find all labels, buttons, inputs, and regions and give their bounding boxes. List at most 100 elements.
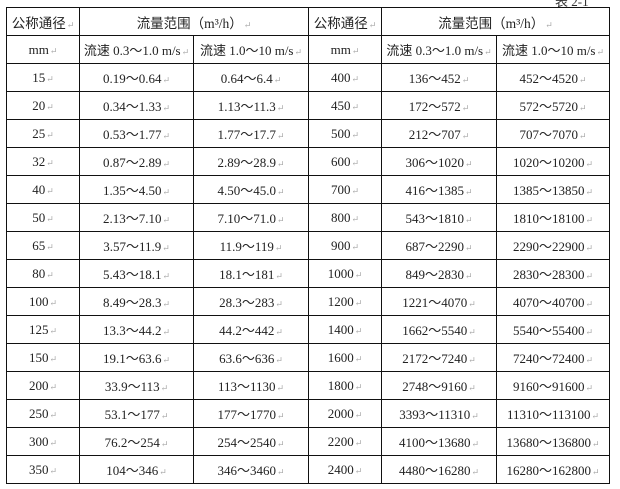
cell-text: 350 [29,462,57,477]
cell-text: 2.89～28.9 [217,155,284,170]
table-row: 15 0.19～0.64 0.64～6.4 400 136～452 452～4520 [6,63,610,92]
flow-high-speed-cell: 5540～55400 [496,315,610,344]
nominal-diameter-cell: 2200 [308,427,382,456]
flow-high-speed-cell: 1810～18100 [496,203,610,232]
cell-text: 543～1810 [405,211,472,226]
cell-text: 4480～16280 [399,463,479,478]
table-row: 50 2.13～7.10 7.10～71.0 800 543～1810 1810～1810… [6,203,610,232]
flow-high-speed-cell: 707～7070 [496,119,610,148]
flow-high-speed-cell: 113～1130 [193,371,309,400]
cell-text: 1662～5540 [402,323,476,338]
nominal-diameter-cell: 600 [308,147,382,176]
cell-text: 1810～18100 [513,211,593,226]
cell-text: 2172～7240 [402,351,476,366]
dn-header: 公称通径 [6,7,80,36]
flow-high-speed-cell: 1.77～17.7 [193,119,309,148]
table-row: 300 76.2～254 254～2540 2200 4100～13680 13680～1… [6,427,610,456]
header-row-1: 公称通径 流量范围（m³/h） 公称通径 流量范围（m³/h） [6,7,610,36]
cell-text: 200 [29,378,57,393]
cell-text: 1800 [328,378,363,393]
flow-low-speed-cell: 0.87～2.89 [79,147,194,176]
flow-low-speed-cell: 416～1385 [381,175,497,204]
cell-text: 500 [331,126,359,141]
flow-low-speed-cell: 0.53～1.77 [79,119,194,148]
flow-range-header-right: 流量范围（m³/h） [381,7,610,36]
flow-high-speed-cell: 0.64～6.4 [193,63,309,92]
cell-text: 707～7070 [519,127,586,142]
cell-text: 177～1770 [217,407,284,422]
cell-text: 1200 [328,294,363,309]
nominal-diameter-cell: 150 [6,343,80,372]
flow-high-speed-cell: 346～3460 [193,455,309,484]
flow-high-speed-cell: 452～4520 [496,63,610,92]
cell-text: 32 [32,154,54,169]
cell-text: 136～452 [409,71,470,86]
cell-text: 5.43～18.1 [103,267,170,282]
cell-text: 53.1～177 [105,407,169,422]
flow-low-speed-cell: 53.1～177 [79,399,194,428]
cell-text: 212～707 [409,127,470,142]
flow-range-header: 流量范围（m³/h） [79,7,309,36]
unit-header: mm [6,35,80,64]
cell-text: 13680～136800 [506,435,599,450]
flow-low-speed-cell: 1221～4070 [381,287,497,316]
cell-text: 104～346 [106,463,167,478]
cell-text: 1400 [328,322,363,337]
cell-text: 9160～91600 [513,379,593,394]
flow-high-speed-cell: 254～2540 [193,427,309,456]
cell-text: 18.1～181 [219,267,283,282]
cell-text: 63.6～636 [219,351,283,366]
cell-text: 50 [32,210,54,225]
flow-high-speed-cell: 1.13～11.3 [193,91,309,120]
high-speed-header: 流速 1.0～10 m/s [193,35,309,64]
flow-low-speed-cell: 104～346 [79,455,194,484]
flow-low-speed-cell: 2.13～7.10 [79,203,194,232]
nominal-diameter-cell: 800 [308,203,382,232]
cell-text: 33.9～113 [105,379,168,394]
flow-low-speed-cell: 687～2290 [381,231,497,260]
flow-high-speed-cell: 4070～40700 [496,287,610,316]
nominal-diameter-cell: 500 [308,119,382,148]
dn-header-right: 公称通径 [308,7,382,36]
flow-low-speed-cell: 1.35～4.50 [79,175,194,204]
cell-text: 4.50～45.0 [217,183,284,198]
cell-text: 0.53～1.77 [103,127,170,142]
flow-high-speed-cell: 63.6～636 [193,343,309,372]
nominal-diameter-cell: 50 [6,203,80,232]
cell-text: 2748～9160 [402,379,476,394]
table-row: 125 13.3～44.2 44.2～442 1400 1662～5540 5540～55… [6,315,610,344]
cell-text: 849～2830 [405,267,472,282]
flow-low-speed-cell: 543～1810 [381,203,497,232]
nominal-diameter-cell: 1600 [308,343,382,372]
flow-high-speed-cell: 2.89～28.9 [193,147,309,176]
flow-high-speed-cell: 4.50～45.0 [193,175,309,204]
cell-text: 8.49～28.3 [103,295,170,310]
table-caption: 表 2-1 [555,0,589,9]
flow-high-speed-cell: 2830～28300 [496,259,610,288]
nominal-diameter-cell: 1400 [308,315,382,344]
cell-text: 16280～162800 [506,463,599,478]
nominal-diameter-cell: 900 [308,231,382,260]
nominal-diameter-cell: 400 [308,63,382,92]
flow-high-speed-cell: 16280～162800 [496,455,610,484]
cell-text: 2400 [328,462,363,477]
cell-text: 172～572 [409,99,470,114]
nominal-diameter-cell: 1200 [308,287,382,316]
cell-text: 19.1～63.6 [103,351,170,366]
header-row-2: mm 流速 0.3～1.0 m/s 流速 1.0～10 m/s mm 流速 0.… [6,35,610,64]
cell-text: 346～3460 [217,463,284,478]
cell-text: 150 [29,350,57,365]
table-row: 65 3.57～11.9 11.9～119 900 687～2290 2290～22900 [6,231,610,260]
flow-high-speed-cell: 1385～13850 [496,175,610,204]
table-row: 150 19.1～63.6 63.6～636 1600 2172～7240 7240～72… [6,343,610,372]
table-row: 100 8.49～28.3 28.3～283 1200 1221～4070 4070～40… [6,287,610,316]
flow-low-speed-cell: 2748～9160 [381,371,497,400]
cell-text: 125 [29,322,57,337]
nominal-diameter-cell: 2400 [308,455,382,484]
cell-text: 7.10～71.0 [217,211,284,226]
table-row: 40 1.35～4.50 4.50～45.0 700 416～1385 1385～1385… [6,175,610,204]
cell-text: 65 [32,238,54,253]
cell-text: 2.13～7.10 [103,211,170,226]
flow-low-speed-cell: 306～1020 [381,147,497,176]
cell-text: 15 [32,70,54,85]
